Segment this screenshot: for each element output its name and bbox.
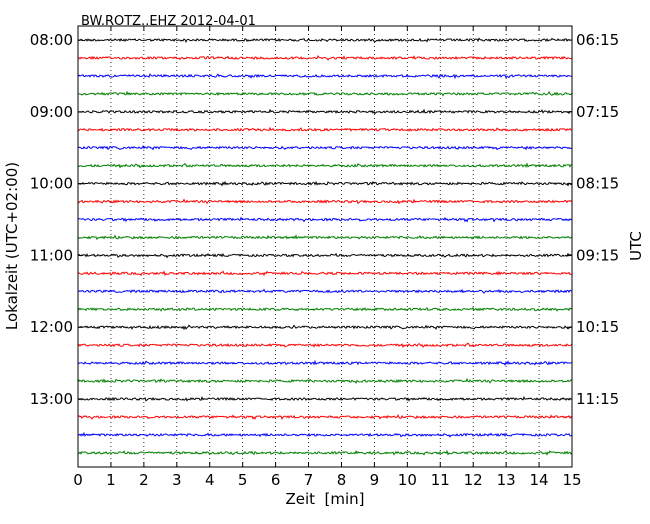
- x-tick-label: 13: [497, 471, 516, 489]
- trace-1300: [77, 395, 573, 402]
- y-tick-label-right: 09:15: [576, 246, 619, 264]
- trace-1100: [77, 252, 573, 259]
- x-tick-label: 6: [271, 471, 281, 489]
- y-tick-label-right: 08:15: [576, 175, 619, 193]
- trace-0830: [77, 73, 573, 80]
- y-tick-label-right: 10:15: [576, 318, 619, 336]
- y-tick-label: 09:00: [30, 103, 73, 121]
- x-tick-label: 15: [562, 471, 581, 489]
- trace-1345: [77, 449, 573, 456]
- y-tick-label: 13:00: [30, 390, 73, 408]
- trace-0930: [77, 145, 573, 151]
- x-tick-label: 0: [73, 471, 83, 489]
- trace-0915: [77, 126, 573, 132]
- y-tick-label: 08:00: [30, 31, 73, 49]
- x-tick-label: 8: [337, 471, 347, 489]
- trace-0845: [77, 90, 573, 97]
- x-tick-label: 14: [530, 471, 549, 489]
- trace-1245: [77, 377, 573, 384]
- trace-1000: [77, 180, 573, 187]
- x-tick-label: 10: [398, 471, 417, 489]
- trace-0815: [77, 55, 573, 61]
- x-tick-label: 12: [464, 471, 483, 489]
- y-tick-label: 12:00: [30, 318, 73, 336]
- trace-0800: [77, 37, 573, 44]
- plot-frame: [77, 25, 573, 468]
- trace-1315: [77, 414, 573, 420]
- trace-1030: [77, 216, 573, 223]
- x-tick-label: 4: [205, 471, 215, 489]
- trace-0900: [77, 108, 573, 115]
- x-tick-label: 1: [106, 471, 116, 489]
- trace-1045: [77, 234, 573, 241]
- trace-1330: [77, 431, 573, 438]
- chart-title: BW.ROTZ..EHZ 2012-04-01: [81, 14, 256, 29]
- x-tick-label: 7: [304, 471, 314, 489]
- trace-1130: [77, 288, 573, 294]
- trace-1145: [77, 306, 573, 312]
- x-tick-label: 5: [238, 471, 248, 489]
- trace-0945: [77, 162, 573, 169]
- y-tick-label-right: 07:15: [576, 103, 619, 121]
- y-axis-label-right: UTC: [627, 231, 645, 261]
- y-tick-label: 10:00: [30, 175, 73, 193]
- y-tick-label-right: 11:15: [576, 390, 619, 408]
- trace-1115: [77, 270, 573, 277]
- trace-1215: [77, 342, 573, 349]
- trace-1015: [77, 198, 573, 205]
- y-axis-label: Lokalzeit (UTC+02:00): [3, 162, 21, 330]
- trace-1230: [77, 359, 573, 366]
- x-tick-label: 11: [431, 471, 450, 489]
- y-tick-label: 11:00: [30, 246, 73, 264]
- trace-1200: [77, 324, 573, 331]
- x-tick-label: 9: [370, 471, 380, 489]
- y-tick-label-right: 06:15: [576, 31, 619, 49]
- x-axis-label: Zeit [min]: [285, 490, 364, 508]
- x-tick-label: 2: [139, 471, 149, 489]
- x-tick-label: 3: [172, 471, 182, 489]
